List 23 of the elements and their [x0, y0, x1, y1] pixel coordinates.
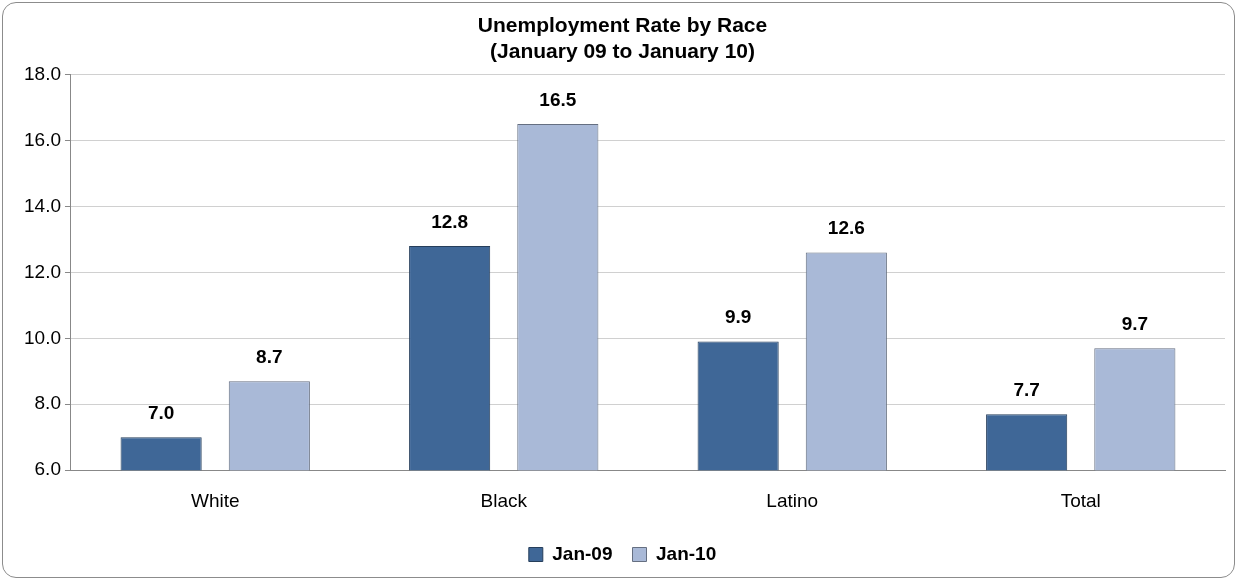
y-tick-label: 16.0: [24, 128, 61, 150]
data-label: 8.7: [256, 345, 283, 367]
data-label: 7.0: [147, 401, 175, 423]
data-label: 9.7: [1121, 312, 1149, 334]
y-tick-label: 14.0: [24, 194, 61, 216]
legend-label: Jan-10: [656, 542, 717, 564]
x-tick-label: Black: [480, 489, 528, 511]
data-label: 12.6: [827, 217, 865, 239]
chart-subtitle: (January 09 to January 10): [490, 38, 755, 62]
x-tick-label: Latino: [766, 489, 819, 511]
x-tick-label: Total: [1060, 489, 1101, 511]
y-tick-label: 12.0: [24, 260, 61, 282]
data-label: 16.5: [539, 88, 577, 110]
chart-title: Unemployment Rate by Race: [477, 13, 768, 37]
y-tick-label: 18.0: [24, 62, 61, 84]
data-label: 12.8: [431, 210, 469, 232]
y-tick-label: 6.0: [34, 458, 61, 480]
legend-label: Jan-09: [552, 542, 613, 564]
data-label: 9.9: [724, 306, 752, 328]
data-label: 7.7: [1013, 378, 1040, 400]
y-tick-label: 8.0: [34, 392, 61, 414]
y-tick-label: 10.0: [24, 326, 61, 348]
x-tick-label: White: [190, 489, 240, 511]
